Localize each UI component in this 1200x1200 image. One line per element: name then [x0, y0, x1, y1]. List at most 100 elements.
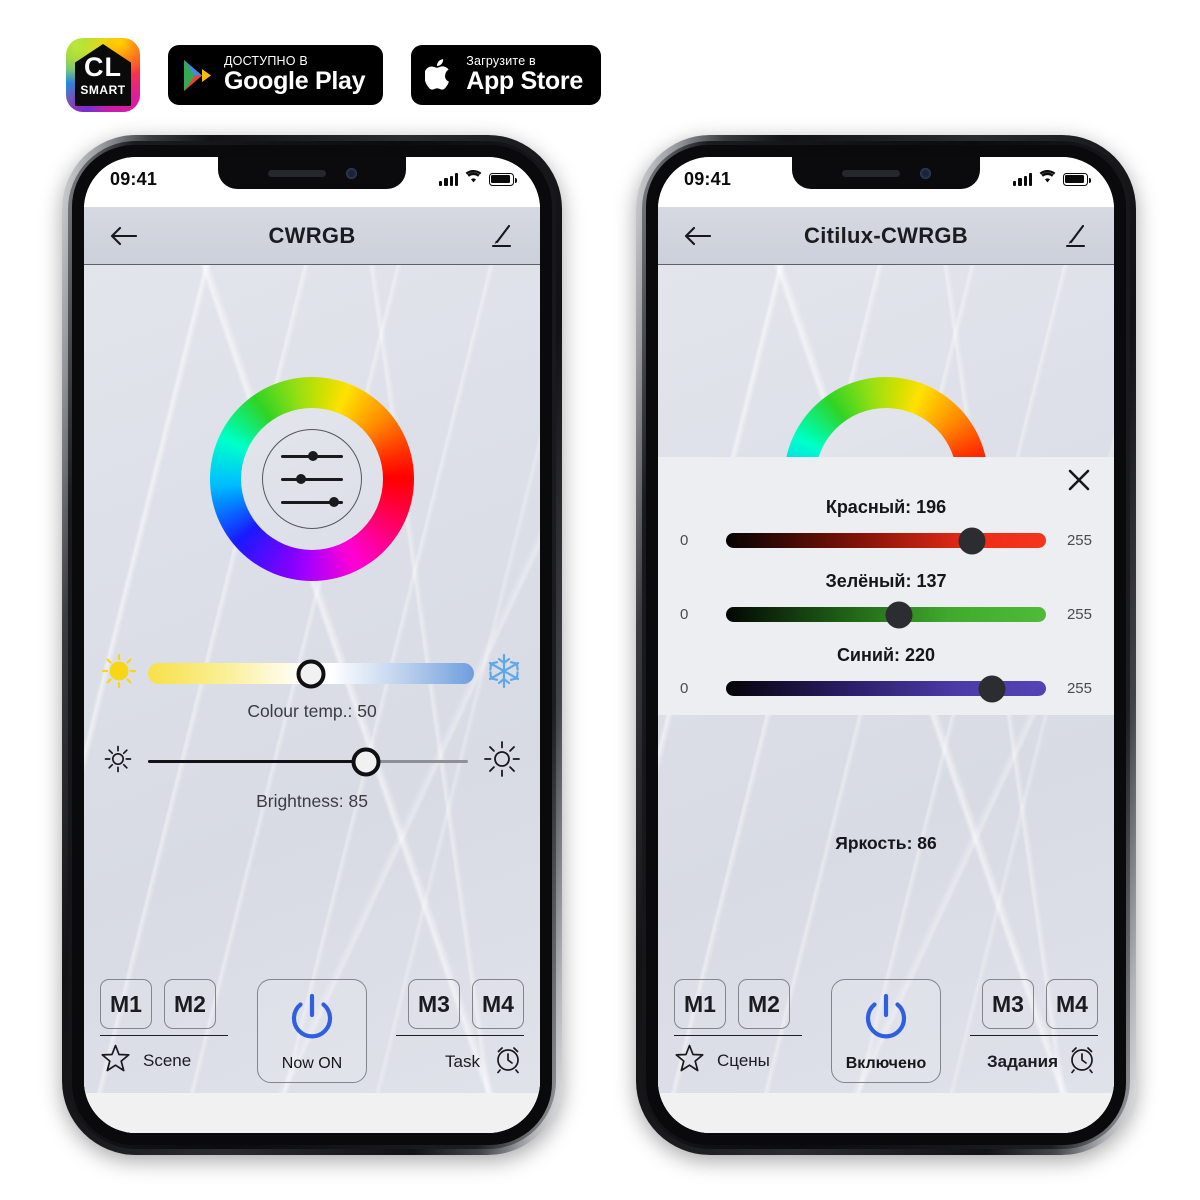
alarm-clock-icon	[1066, 1043, 1098, 1080]
star-icon	[100, 1043, 131, 1079]
page-title: Citilux-CWRGB	[804, 222, 968, 248]
wheel-center-button[interactable]	[262, 429, 362, 529]
signal-bars-icon	[1013, 173, 1032, 186]
blue-slider[interactable]	[726, 675, 1046, 702]
logo-subtext: SMART	[80, 83, 126, 97]
green-slider[interactable]	[726, 601, 1046, 628]
status-time: 09:41	[110, 168, 158, 189]
memory-button-m3[interactable]: M3	[982, 979, 1034, 1029]
memory-button-m3[interactable]: M3	[408, 979, 460, 1029]
google-play-subtitle: ДОСТУПНО В	[224, 54, 308, 69]
status-time: 09:41	[684, 168, 732, 189]
memory-button-m4[interactable]: M4	[1046, 979, 1098, 1029]
green-thumb[interactable]	[885, 601, 913, 628]
red-slider-group: Красный: 196 0 255	[658, 497, 1114, 554]
home-indicator-area	[658, 1093, 1114, 1133]
power-label: Включено	[845, 1054, 927, 1072]
bottom-control-bar: M1 M2 Scene	[84, 969, 540, 1093]
phone-mockup-left: 09:41 CWRGB	[62, 135, 562, 1155]
colour-temp-label: Colour temp.: 50	[247, 701, 377, 721]
logo-letters: CL	[84, 52, 122, 82]
close-x-icon[interactable]	[1066, 467, 1092, 493]
power-button[interactable]: Включено	[831, 979, 941, 1083]
scene-label: Сцены	[717, 1051, 770, 1070]
brightness-thumb[interactable]	[351, 747, 381, 776]
scene-control[interactable]: Scene	[100, 1035, 228, 1079]
sun-small-icon	[102, 743, 134, 780]
app-bar: CWRGB	[84, 207, 540, 265]
task-label: Задания	[987, 1051, 1058, 1071]
cl-smart-logo: CL SMART	[66, 38, 140, 112]
task-control[interactable]: Задания	[970, 1035, 1098, 1080]
back-arrow-icon[interactable]	[106, 219, 140, 253]
phone-mockup-right: 09:41 Citilux-CWRGB	[636, 135, 1136, 1155]
app-content-right: Красный: 196 0 255 Зелёный: 137	[658, 265, 1114, 1093]
edit-pencil-icon[interactable]	[484, 219, 518, 253]
notch	[218, 157, 406, 189]
power-icon	[283, 990, 341, 1053]
brightness-slider[interactable]	[148, 747, 468, 776]
red-slider[interactable]	[726, 527, 1046, 554]
front-camera-icon	[919, 167, 931, 179]
equalizer-sliders-icon	[281, 451, 343, 507]
green-slider-group: Зелёный: 137 0 255	[658, 571, 1114, 628]
power-icon	[857, 990, 915, 1053]
app-container-right: Citilux-CWRGB Красный: 196	[658, 207, 1114, 1133]
colour-temp-thumb[interactable]	[296, 659, 326, 688]
power-label: Now ON	[281, 1054, 343, 1072]
front-camera-icon	[345, 167, 357, 179]
store-badges: CL SMART ДОСТУПНО В Google Play Загруз	[66, 38, 601, 112]
colour-temp-slider[interactable]	[148, 659, 474, 688]
back-arrow-icon[interactable]	[680, 219, 714, 253]
battery-icon	[1063, 172, 1091, 186]
blue-thumb[interactable]	[978, 675, 1006, 702]
brightness-label: Brightness: 85	[256, 791, 368, 811]
notch	[792, 157, 980, 189]
brightness-control[interactable]: Brightness: 85	[84, 739, 540, 812]
green-min-label: 0	[680, 606, 689, 623]
app-container-left: CWRGB	[84, 207, 540, 1133]
colour-wheel-widget[interactable]	[210, 377, 414, 581]
bottom-control-bar: M1 M2 Сцены	[658, 969, 1114, 1093]
app-store-subtitle: Загрузите в	[466, 54, 536, 69]
earpiece-speaker	[841, 169, 900, 177]
edit-pencil-icon[interactable]	[1058, 219, 1092, 253]
google-play-badge[interactable]: ДОСТУПНО В Google Play	[168, 45, 384, 105]
rgb-slider-panel: Красный: 196 0 255 Зелёный: 137	[658, 457, 1114, 715]
app-store-title: App Store	[466, 67, 583, 96]
google-play-icon	[182, 59, 212, 92]
task-label: Task	[445, 1051, 480, 1071]
memory-button-m2[interactable]: M2	[738, 979, 790, 1029]
red-max-label: 255	[1066, 532, 1092, 549]
blue-slider-group: Синий: 220 0 255	[658, 645, 1114, 702]
alarm-clock-icon	[492, 1043, 524, 1080]
phone-screen-right: 09:41 Citilux-CWRGB	[658, 157, 1114, 1133]
memory-button-m1[interactable]: M1	[100, 979, 152, 1029]
red-thumb[interactable]	[958, 527, 986, 554]
blue-min-label: 0	[680, 680, 689, 697]
blue-label: Синий: 220	[836, 645, 936, 665]
wifi-icon	[1039, 170, 1056, 188]
brightness-caption-row: Яркость: 86	[658, 833, 1114, 854]
sun-filled-icon	[101, 653, 137, 693]
green-label: Зелёный: 137	[825, 571, 947, 591]
home-indicator-area	[84, 1093, 540, 1133]
snowflake-icon	[486, 653, 522, 694]
brightness-label: Яркость: 86	[835, 833, 937, 853]
memory-button-m4[interactable]: M4	[472, 979, 524, 1029]
app-bar: Citilux-CWRGB	[658, 207, 1114, 265]
google-play-title: Google Play	[224, 67, 366, 96]
star-icon	[674, 1043, 705, 1079]
memory-button-m2[interactable]: M2	[164, 979, 216, 1029]
scene-control[interactable]: Сцены	[674, 1035, 802, 1079]
colour-temp-control[interactable]: Colour temp.: 50	[84, 653, 540, 722]
task-control[interactable]: Task	[396, 1035, 524, 1080]
blue-max-label: 255	[1066, 680, 1092, 697]
sun-large-icon	[482, 739, 522, 784]
phone-screen-left: 09:41 CWRGB	[84, 157, 540, 1133]
power-button[interactable]: Now ON	[257, 979, 367, 1083]
memory-button-m1[interactable]: M1	[674, 979, 726, 1029]
brightness-fill	[148, 759, 366, 764]
page-title: CWRGB	[268, 222, 356, 248]
app-store-badge[interactable]: Загрузите в App Store	[411, 45, 601, 105]
